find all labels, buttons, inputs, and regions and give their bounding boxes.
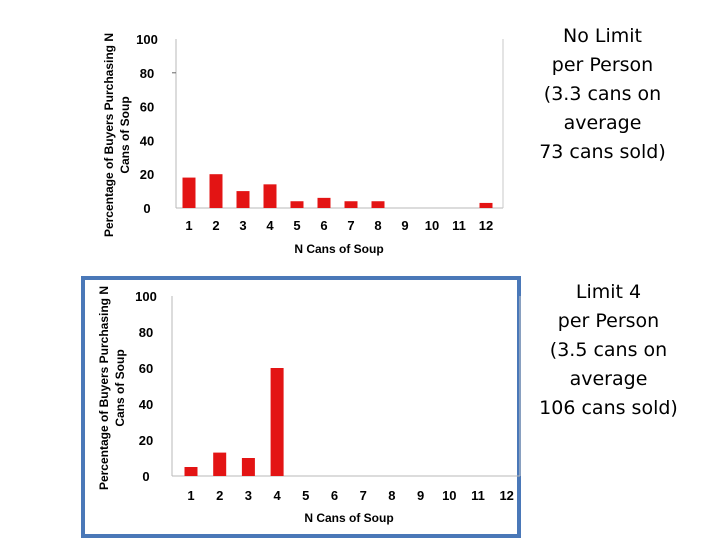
- y-tick-label: 80: [140, 66, 154, 81]
- x-tick-label: 9: [401, 218, 408, 233]
- y-axis-label: Cans of Soup: [118, 96, 132, 173]
- caption-line: (3.5 cans on: [549, 339, 668, 361]
- caption-limit-4: Limit 4 per Person (3.5 cans on average …: [536, 278, 681, 423]
- bar: [236, 191, 250, 208]
- y-tick-label: 40: [140, 133, 154, 148]
- y-axis-label: Cans of Soup: [113, 349, 127, 426]
- y-tick-label: 80: [139, 325, 153, 340]
- caption-line: (3.3 cans on: [543, 83, 662, 105]
- caption-line: average: [563, 112, 642, 134]
- y-tick-label: 60: [140, 100, 154, 115]
- x-tick-label: 4: [273, 488, 281, 503]
- y-tick-label: 20: [139, 433, 153, 448]
- bar: [290, 201, 304, 208]
- bar: [270, 368, 284, 476]
- bar: [317, 197, 331, 208]
- bar: [241, 458, 255, 476]
- x-tick-label: 9: [417, 488, 424, 503]
- bar: [184, 467, 198, 476]
- x-tick-label: 7: [347, 218, 354, 233]
- x-tick-label: 5: [293, 218, 300, 233]
- y-tick-label: 40: [139, 397, 153, 412]
- caption-line: Limit 4: [575, 281, 642, 303]
- y-tick-label: 20: [140, 167, 154, 182]
- x-tick-label: 5: [302, 488, 309, 503]
- x-tick-label: 2: [212, 218, 219, 233]
- bar: [213, 452, 227, 476]
- x-axis-label: N Cans of Soup: [304, 511, 393, 525]
- x-tick-label: 11: [452, 218, 466, 233]
- y-tick-label: 60: [139, 361, 153, 376]
- bar: [263, 184, 277, 208]
- caption-line: 73 cans sold): [539, 141, 666, 163]
- x-tick-label: 8: [374, 218, 381, 233]
- bar: [479, 202, 493, 208]
- x-tick-label: 6: [331, 488, 338, 503]
- caption-line: per Person: [551, 54, 654, 76]
- y-axis-label: Percentage of Buyers Purchasing N: [102, 33, 116, 237]
- y-tick-label: 100: [135, 289, 157, 304]
- y-tick-label: 0: [143, 201, 150, 216]
- x-tick-label: 3: [245, 488, 252, 503]
- x-tick-label: 1: [185, 218, 192, 233]
- caption-line: average: [569, 368, 648, 390]
- x-tick-label: 12: [479, 218, 493, 233]
- bar: [371, 201, 385, 208]
- y-tick-label: 100: [136, 32, 158, 47]
- y-tick-label: 0: [142, 469, 149, 484]
- x-tick-label: 10: [442, 488, 456, 503]
- x-tick-label: 6: [320, 218, 327, 233]
- x-tick-label: 1: [187, 488, 194, 503]
- x-axis-label: N Cans of Soup: [294, 242, 383, 256]
- x-tick-label: 8: [388, 488, 395, 503]
- highlight-frame: [81, 276, 521, 538]
- x-tick-label: 4: [266, 218, 274, 233]
- x-tick-label: 7: [360, 488, 367, 503]
- x-tick-label: 3: [239, 218, 246, 233]
- caption-no-limit: No Limit per Person (3.3 cans on average…: [530, 22, 675, 167]
- x-tick-label: 10: [425, 218, 439, 233]
- y-axis-label: Percentage of Buyers Purchasing N: [97, 286, 111, 490]
- caption-line: No Limit: [563, 25, 642, 47]
- caption-line: 106 cans sold): [539, 397, 678, 419]
- bar: [344, 201, 358, 208]
- caption-line: per Person: [557, 310, 660, 332]
- bar: [182, 177, 196, 208]
- bar: [209, 174, 223, 208]
- x-tick-label: 11: [471, 488, 485, 503]
- x-tick-label: 12: [499, 488, 513, 503]
- x-tick-label: 2: [216, 488, 223, 503]
